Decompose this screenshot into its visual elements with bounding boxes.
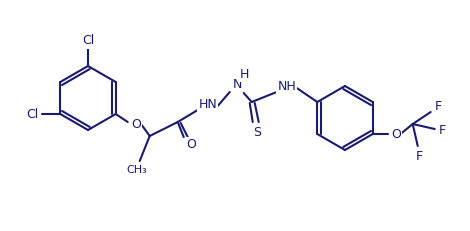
Text: H: H — [240, 67, 250, 80]
Text: F: F — [439, 125, 446, 137]
Text: O: O — [391, 128, 400, 140]
Text: O: O — [186, 139, 196, 152]
Text: F: F — [435, 100, 442, 113]
Text: S: S — [253, 125, 261, 139]
Text: F: F — [416, 149, 423, 162]
Text: O: O — [131, 118, 141, 131]
Text: NH: NH — [277, 80, 296, 94]
Text: CH₃: CH₃ — [126, 165, 147, 175]
Text: HN: HN — [198, 98, 217, 112]
Text: N: N — [233, 77, 243, 91]
Text: Cl: Cl — [82, 34, 94, 48]
Text: Cl: Cl — [26, 107, 39, 121]
